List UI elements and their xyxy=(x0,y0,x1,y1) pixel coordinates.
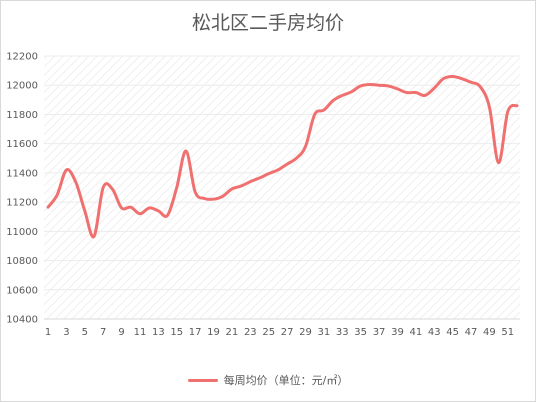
data-point xyxy=(222,195,224,197)
y-tick-label: 12000 xyxy=(6,81,38,92)
y-tick-label: 11800 xyxy=(6,110,38,121)
y-gridlines xyxy=(44,55,520,320)
data-point xyxy=(378,84,380,86)
x-tick-label: 37 xyxy=(373,327,386,338)
y-tick-label: 11200 xyxy=(6,198,38,209)
data-point xyxy=(442,78,444,80)
data-point xyxy=(369,83,371,85)
x-tick-label: 43 xyxy=(428,327,441,338)
data-point xyxy=(332,100,334,102)
x-tick-label: 25 xyxy=(262,327,275,338)
x-tick-label: 7 xyxy=(100,327,106,338)
data-point xyxy=(341,94,343,96)
data-point xyxy=(240,185,242,187)
x-tick-label: 23 xyxy=(244,327,257,338)
x-tick-label: 31 xyxy=(318,327,331,338)
y-tick-label: 11000 xyxy=(6,227,38,238)
data-point xyxy=(102,187,104,189)
x-tick-label: 39 xyxy=(391,327,404,338)
x-tick-label: 11 xyxy=(134,327,147,338)
data-point xyxy=(231,188,233,190)
data-point xyxy=(286,163,288,165)
data-point xyxy=(47,206,49,208)
data-point xyxy=(111,188,113,190)
x-tick-label: 5 xyxy=(82,327,88,338)
plot-area xyxy=(44,56,520,319)
legend-swatch xyxy=(187,378,218,382)
y-tick-label: 10400 xyxy=(6,315,38,326)
x-tick-label: 9 xyxy=(118,327,124,338)
data-point xyxy=(167,214,169,216)
data-point xyxy=(507,111,509,113)
data-point xyxy=(268,173,270,175)
data-point xyxy=(350,91,352,93)
y-tick-label: 10600 xyxy=(6,285,38,296)
series-group xyxy=(46,74,519,239)
data-point xyxy=(424,94,426,96)
data-point xyxy=(304,146,306,148)
data-point xyxy=(148,207,150,209)
x-tick-label: 3 xyxy=(63,327,69,338)
x-tick-label: 49 xyxy=(483,327,496,338)
x-tick-label: 27 xyxy=(281,327,294,338)
data-point xyxy=(387,85,389,87)
data-point xyxy=(452,75,454,77)
data-point xyxy=(406,92,408,94)
legend: 每周均价（单位：元/㎡） xyxy=(0,372,536,388)
x-tick-label: 41 xyxy=(409,327,422,338)
data-point xyxy=(295,157,297,159)
x-tick-label: 51 xyxy=(501,327,514,338)
data-point xyxy=(259,177,261,179)
y-axis-tick-labels: 10400 10600 10800 11000 11200 11400 11600 11800… xyxy=(6,52,38,326)
x-tick-label: 15 xyxy=(170,327,183,338)
x-axis-tick-labels: 1 3 5 7 9 11 13 15 17 19 21 23 25 27 29 31 33 35 37 39 41 43 4… xyxy=(45,327,514,338)
data-point xyxy=(203,197,205,199)
x-tick-label: 47 xyxy=(465,327,478,338)
data-point xyxy=(121,207,123,209)
data-point xyxy=(498,162,500,164)
y-tick-label: 12200 xyxy=(6,52,38,63)
data-point xyxy=(249,181,251,183)
x-tick-label: 35 xyxy=(354,327,367,338)
data-point xyxy=(139,213,141,215)
data-point xyxy=(516,105,518,107)
x-tick-label: 45 xyxy=(446,327,459,338)
data-point xyxy=(65,169,67,171)
y-tick-label: 11400 xyxy=(6,168,38,179)
data-point xyxy=(93,235,95,237)
data-point xyxy=(488,106,490,108)
data-point xyxy=(415,92,417,94)
data-point xyxy=(314,113,316,115)
x-tick-label: 29 xyxy=(299,327,312,338)
data-point xyxy=(75,181,77,183)
data-point xyxy=(56,194,58,196)
data-point xyxy=(157,210,159,212)
legend-label: 每周均价（单位：元/㎡） xyxy=(223,374,349,387)
data-point xyxy=(277,169,279,171)
x-tick-label: 21 xyxy=(226,327,239,338)
data-point xyxy=(130,206,132,208)
data-point xyxy=(213,198,215,200)
x-tick-label: 13 xyxy=(152,327,165,338)
data-point xyxy=(396,88,398,90)
chart-title: 松北区二手房均价 xyxy=(191,12,344,34)
data-point xyxy=(176,187,178,189)
y-tick-label: 10800 xyxy=(6,256,38,267)
data-point xyxy=(185,150,187,152)
x-tick-label: 17 xyxy=(189,327,202,338)
data-point xyxy=(470,81,472,83)
data-point xyxy=(433,87,435,89)
x-tick-label: 1 xyxy=(45,327,51,338)
data-point xyxy=(84,210,86,212)
data-point xyxy=(479,86,481,88)
x-tick-label: 33 xyxy=(336,327,349,338)
data-point xyxy=(360,85,362,87)
data-point xyxy=(194,191,196,193)
data-point xyxy=(461,78,463,80)
data-point xyxy=(323,109,325,111)
series-line xyxy=(46,74,519,239)
y-tick-label: 11600 xyxy=(6,139,38,150)
x-tick-label: 19 xyxy=(207,327,220,338)
